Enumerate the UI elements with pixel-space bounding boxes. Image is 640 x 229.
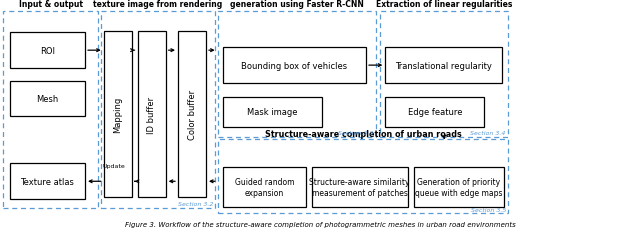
- FancyBboxPatch shape: [414, 167, 504, 207]
- Text: Structure-aware completion of urban roads: Structure-aware completion of urban road…: [264, 130, 461, 139]
- FancyBboxPatch shape: [385, 97, 484, 127]
- Text: Figure 3. Workflow of the structure-aware completion of photogrammetric meshes i: Figure 3. Workflow of the structure-awar…: [125, 221, 515, 227]
- FancyBboxPatch shape: [380, 11, 508, 137]
- Text: Section 3.4: Section 3.4: [470, 130, 506, 135]
- Text: Section 3.5: Section 3.5: [471, 207, 506, 212]
- FancyBboxPatch shape: [10, 164, 85, 199]
- FancyBboxPatch shape: [223, 48, 366, 84]
- Text: Translational regularity: Translational regularity: [395, 61, 492, 70]
- Text: Guided random
expansion: Guided random expansion: [235, 177, 294, 197]
- FancyBboxPatch shape: [3, 11, 98, 208]
- Text: Extraction of linear regularities: Extraction of linear regularities: [376, 0, 513, 9]
- Text: Texture atlas: Texture atlas: [20, 177, 74, 186]
- Text: Generation of priority
queue with edge maps: Generation of priority queue with edge m…: [415, 177, 502, 197]
- Text: Section 3.2: Section 3.2: [178, 201, 213, 206]
- Text: Update: Update: [102, 163, 125, 168]
- FancyBboxPatch shape: [10, 33, 85, 69]
- Text: Bounding box of vehicles: Bounding box of vehicles: [241, 61, 348, 70]
- FancyBboxPatch shape: [218, 140, 508, 213]
- Text: Edge feature: Edge feature: [408, 108, 462, 117]
- Text: ROI: ROI: [40, 46, 55, 55]
- Text: ID buffer: ID buffer: [147, 96, 156, 133]
- Text: Mapping: Mapping: [113, 96, 122, 133]
- FancyBboxPatch shape: [223, 167, 306, 207]
- Text: Color buffer: Color buffer: [188, 90, 196, 139]
- Text: Vehicle detection & mask
generation using Faster R-CNN: Vehicle detection & mask generation usin…: [230, 0, 364, 9]
- FancyBboxPatch shape: [10, 81, 85, 117]
- Text: Mask image: Mask image: [247, 108, 298, 117]
- Text: Section 3.3: Section 3.3: [339, 130, 374, 135]
- FancyBboxPatch shape: [223, 97, 322, 127]
- FancyBboxPatch shape: [385, 48, 502, 84]
- FancyBboxPatch shape: [312, 167, 408, 207]
- Text: Mesh: Mesh: [36, 95, 58, 104]
- FancyBboxPatch shape: [138, 32, 166, 197]
- FancyBboxPatch shape: [104, 32, 132, 197]
- Text: Integration and deintegration of
texture image from rendering: Integration and deintegration of texture…: [88, 0, 228, 9]
- Text: Structure-aware similarity
measurement of patches: Structure-aware similarity measurement o…: [309, 177, 410, 197]
- FancyBboxPatch shape: [178, 32, 206, 197]
- FancyBboxPatch shape: [218, 11, 376, 137]
- Text: Input & output: Input & output: [19, 0, 83, 9]
- FancyBboxPatch shape: [101, 11, 215, 208]
